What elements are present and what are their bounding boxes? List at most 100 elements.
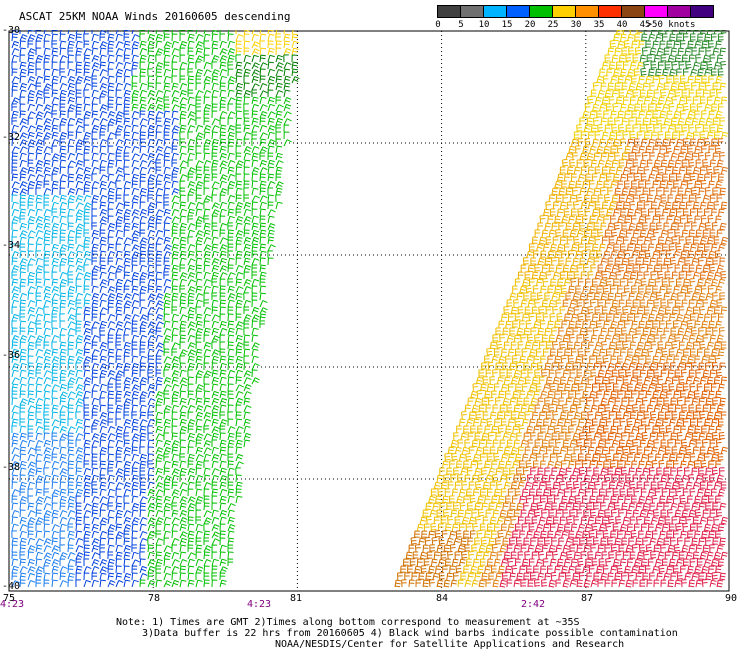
wind-barb <box>589 285 596 294</box>
wind-barb <box>67 481 74 490</box>
wind-barb <box>75 285 82 294</box>
wind-barb <box>628 187 636 196</box>
wind-barb <box>657 236 665 245</box>
wind-barb <box>573 236 580 245</box>
wind-barb <box>696 208 703 217</box>
wind-barb <box>647 348 654 357</box>
wind-barb <box>27 369 35 378</box>
legend-color-cell <box>667 5 691 18</box>
wind-barb <box>597 229 604 238</box>
wind-barb <box>552 516 559 525</box>
wind-barb <box>525 460 532 469</box>
wind-barb <box>83 369 91 378</box>
wind-barb <box>578 466 585 476</box>
wind-barb <box>645 530 652 539</box>
wind-barb <box>517 376 525 385</box>
wind-barb <box>517 341 524 350</box>
wind-barb <box>115 509 124 518</box>
wind-barb <box>227 145 234 154</box>
wind-barb <box>131 579 139 588</box>
wind-barb <box>649 397 656 406</box>
wind-barb <box>716 194 723 202</box>
wind-barb <box>155 447 164 455</box>
wind-barb <box>115 383 121 391</box>
wind-barb <box>211 278 218 287</box>
wind-barb <box>656 222 662 231</box>
wind-barb <box>674 194 682 203</box>
wind-barb <box>474 467 482 476</box>
wind-barb <box>711 418 718 427</box>
wind-barb <box>99 41 108 49</box>
wind-barb <box>714 250 721 259</box>
wind-barb <box>685 516 691 525</box>
wind-barb <box>516 397 523 406</box>
wind-barb <box>179 187 186 196</box>
wind-barb <box>636 481 643 490</box>
wind-barb <box>171 96 180 105</box>
wind-barb <box>670 432 677 441</box>
wind-barb <box>27 348 34 357</box>
wind-barb <box>27 580 36 588</box>
wind-barb <box>155 307 164 315</box>
wind-barb <box>147 229 156 238</box>
wind-barb <box>11 229 18 238</box>
wind-barb <box>67 355 75 364</box>
wind-barb <box>655 243 662 252</box>
wind-barb <box>83 257 92 266</box>
wind-barb <box>219 475 228 483</box>
wind-barb <box>107 215 114 224</box>
wind-barb <box>614 362 622 371</box>
wind-barb <box>608 446 615 455</box>
wind-barb <box>603 495 610 504</box>
wind-barb <box>27 502 35 511</box>
wind-barb <box>503 551 511 560</box>
wind-barb <box>211 538 220 546</box>
wind-barb <box>259 180 267 189</box>
wind-barb <box>414 565 421 574</box>
wind-barb <box>235 110 242 119</box>
wind-barb <box>558 480 565 490</box>
wind-barb <box>576 474 583 483</box>
wind-barb <box>139 215 148 224</box>
wind-barb <box>75 272 84 280</box>
wind-barb <box>599 103 607 112</box>
wind-barb <box>179 174 188 182</box>
wind-barb <box>115 131 121 140</box>
wind-barb <box>541 439 548 448</box>
wind-barb <box>91 397 100 406</box>
wind-barb <box>649 411 657 420</box>
wind-barb <box>27 264 33 272</box>
wind-barb <box>577 383 584 392</box>
wind-barb <box>610 565 617 574</box>
wind-barb <box>608 271 616 280</box>
wind-barb <box>179 138 185 146</box>
wind-barb <box>27 566 36 574</box>
wind-barb <box>668 348 675 357</box>
wind-barb <box>99 446 108 455</box>
wind-barb <box>531 551 538 560</box>
wind-barb <box>537 550 544 560</box>
wind-barb <box>187 349 196 357</box>
wind-barb <box>651 460 658 469</box>
wind-barb <box>19 341 26 350</box>
wind-barb <box>562 439 569 448</box>
wind-barb <box>576 159 583 168</box>
wind-barb <box>35 558 42 567</box>
wind-barb <box>259 96 267 105</box>
wind-barb <box>195 132 204 140</box>
wind-barb <box>27 314 36 322</box>
wind-barb <box>565 362 572 371</box>
wind-barb <box>713 166 720 175</box>
wind-barb <box>631 110 638 119</box>
wind-barb <box>646 54 653 63</box>
wind-barb <box>611 474 618 483</box>
wind-barb <box>657 516 665 525</box>
wind-barb <box>275 117 284 126</box>
wind-barb <box>211 258 220 266</box>
wind-barb <box>91 250 98 259</box>
wind-barb <box>163 362 172 371</box>
wind-barb <box>510 516 516 525</box>
wind-barb <box>131 404 139 413</box>
wind-barb <box>123 209 132 217</box>
wind-barb <box>624 110 631 119</box>
